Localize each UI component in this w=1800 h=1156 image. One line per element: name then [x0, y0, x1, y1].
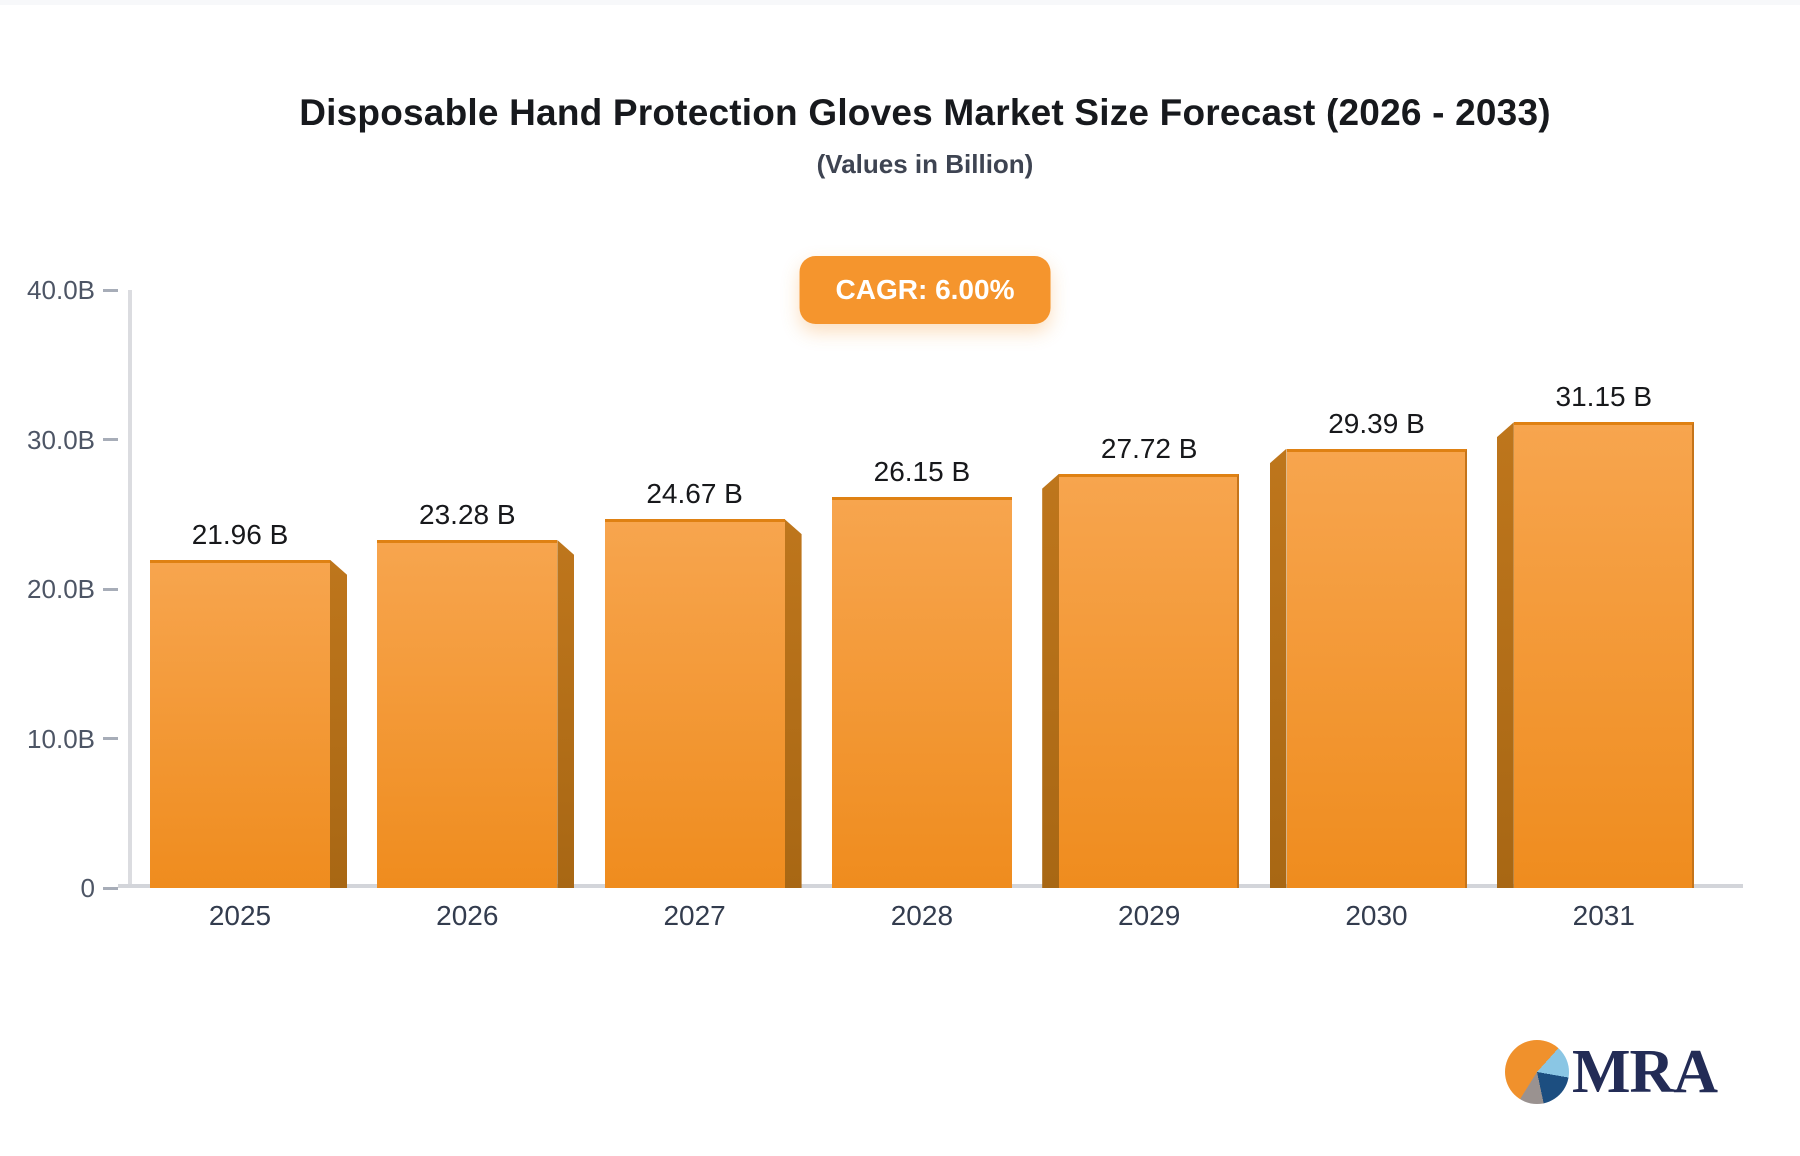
bar	[604, 519, 785, 888]
bar-value-label: 23.28 B	[419, 498, 516, 530]
logo-text: MRA	[1572, 1038, 1718, 1106]
y-tick-dash	[103, 886, 118, 890]
x-axis-category-label: 2025	[208, 900, 272, 931]
y-tick-dash	[103, 737, 118, 740]
y-axis-line	[128, 290, 132, 888]
x-axis-category-label: 2030	[1345, 900, 1408, 931]
y-tick-dash	[103, 438, 118, 441]
bar	[831, 497, 1012, 888]
bar-side	[557, 539, 575, 888]
brand-logo: MRA	[1505, 1038, 1718, 1106]
x-axis-category-label: 2026	[436, 900, 499, 931]
x-axis-category-label: 2027	[663, 900, 726, 931]
cagr-badge: CAGR: 6.00%	[799, 256, 1051, 324]
bar-side	[1042, 473, 1060, 888]
bar-side	[1269, 448, 1287, 888]
bar-value-label: 27.72 B	[1100, 432, 1198, 464]
bar-value-label: 26.15 B	[873, 456, 971, 488]
x-axis-category-label: 2028	[890, 900, 954, 931]
bar-value-label: 29.39 B	[1328, 407, 1425, 439]
bar-value-label: 21.96 B	[191, 518, 289, 550]
x-axis-category-label: 2031	[1572, 900, 1635, 931]
chart-subtitle: (Values in Billion)	[816, 149, 1034, 179]
y-tick-label: 30.0B	[27, 424, 95, 455]
y-tick-dash	[103, 288, 118, 292]
y-tick-label: 0	[80, 873, 95, 903]
pie-chart-logo-icon	[1505, 1040, 1569, 1104]
bar	[1059, 473, 1240, 888]
bar	[1286, 448, 1467, 888]
bar	[1513, 422, 1694, 888]
bar-side	[330, 559, 347, 888]
y-tick-label: 10.0B	[27, 723, 95, 754]
bar	[150, 559, 330, 888]
bar	[377, 539, 558, 888]
bar-value-label: 24.67 B	[646, 478, 743, 510]
chart-title: Disposable Hand Protection Gloves Market…	[299, 92, 1551, 133]
bar-side	[1496, 422, 1514, 888]
y-tick-dash	[103, 587, 118, 591]
x-axis-category-label: 2029	[1118, 900, 1181, 931]
bar-side	[784, 519, 802, 888]
y-tick-label: 40.0B	[27, 275, 95, 305]
y-tick-label: 20.0B	[27, 574, 95, 604]
bar-value-label: 31.15 B	[1555, 381, 1653, 413]
